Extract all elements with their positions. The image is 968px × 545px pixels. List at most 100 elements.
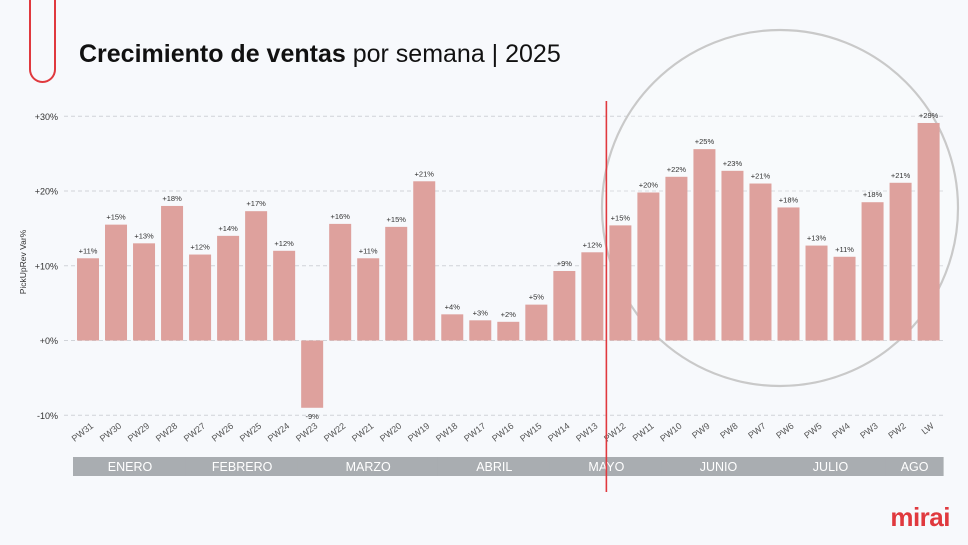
bar: [637, 192, 660, 341]
data-label: +15%: [611, 213, 631, 222]
data-label: +21%: [415, 169, 435, 178]
bar: [385, 226, 408, 341]
bar: [469, 320, 492, 341]
data-label: +18%: [779, 195, 799, 204]
data-label: +13%: [807, 234, 827, 243]
month-label: JULIO: [813, 460, 849, 474]
bar: [917, 122, 940, 341]
months-layer: ENERO FEBRERO MARZO ABRIL MAYO JUNIO JULIO AGO: [73, 457, 944, 476]
page-title: Crecimiento de ventas por semana | 2025: [79, 40, 561, 69]
month-label: ENERO: [108, 460, 153, 474]
x-tick-label: PW20: [378, 421, 403, 444]
month-band: [661, 457, 776, 476]
x-tick-label: PW25: [238, 421, 263, 444]
x-tick-label: PW26: [210, 421, 235, 444]
month-label: MARZO: [346, 460, 391, 474]
x-tick-label: LW: [920, 420, 937, 436]
y-tick-label: +30%: [35, 112, 58, 122]
x-tick-label: PW9: [690, 421, 712, 441]
title-bold: Crecimiento de ventas: [79, 40, 346, 68]
x-tick-label: PW21: [350, 421, 375, 444]
bar: [189, 254, 212, 341]
x-tick-label: PW11: [631, 421, 656, 444]
bar: [889, 182, 912, 341]
y-tick-label: +20%: [35, 187, 58, 197]
data-label: +4%: [445, 302, 461, 311]
data-label: +17%: [246, 199, 266, 208]
bar: [553, 270, 576, 341]
data-label: +13%: [134, 231, 154, 240]
bar: [777, 207, 800, 341]
bar: [329, 223, 352, 341]
month-band: [73, 457, 188, 476]
x-tick-label: PW8: [718, 421, 740, 441]
data-label: +23%: [723, 159, 743, 168]
y-axis-label: PickUpRev Var%: [18, 229, 28, 294]
data-label: +29%: [919, 111, 939, 120]
bars-layer: [77, 122, 940, 408]
x-tick-label: PW27: [182, 421, 207, 444]
bar: [693, 149, 716, 341]
data-label: +12%: [274, 239, 294, 248]
bar: [749, 183, 772, 341]
bar: [665, 176, 688, 341]
bar: [161, 205, 184, 341]
data-label: +3%: [473, 308, 489, 317]
data-label: +15%: [387, 215, 407, 224]
x-tick-label: PW14: [546, 421, 571, 444]
x-tick-label: PW18: [434, 421, 459, 444]
month-label: ABRIL: [476, 460, 512, 474]
data-label: +2%: [501, 310, 517, 319]
data-label: +11%: [359, 246, 378, 255]
x-tick-label: PW19: [406, 421, 431, 444]
data-label: +21%: [891, 171, 911, 180]
bar: [497, 321, 520, 341]
x-tick-label: PW2: [886, 421, 908, 441]
x-tick-label: PW10: [658, 421, 683, 444]
bar: [525, 304, 548, 341]
grid-layer: +30% +20% +10% +0% -10% PickUpRev Var%: [18, 112, 945, 421]
x-tick-label: PW13: [574, 421, 599, 444]
data-label: +16%: [330, 212, 350, 221]
bar: [609, 225, 632, 341]
bar: [245, 211, 268, 341]
month-label: AGO: [901, 460, 929, 474]
month-band: [185, 457, 300, 476]
x-tick-label: PW16: [490, 421, 515, 444]
x-tick-label: PW29: [126, 421, 151, 444]
decorative-bracket: [29, 0, 56, 83]
bar: [805, 245, 828, 341]
month-band: [773, 457, 888, 476]
y-tick-label: +10%: [35, 261, 58, 271]
bar: [413, 181, 436, 341]
bar: [301, 340, 324, 408]
y-tick-label: -10%: [37, 411, 58, 421]
x-tick-label: PW3: [858, 421, 880, 441]
data-label: +22%: [667, 165, 687, 174]
x-tick-label: PW28: [154, 421, 179, 444]
month-band: [297, 457, 440, 476]
x-tick-label: PW22: [322, 421, 347, 444]
data-label: +18%: [863, 190, 883, 199]
month-band: [437, 457, 552, 476]
x-tick-label: PW24: [266, 421, 291, 444]
data-label: +25%: [695, 137, 715, 146]
data-label: +11%: [835, 245, 854, 254]
x-tick-label: PW23: [294, 421, 319, 444]
x-tick-label: PW4: [830, 421, 852, 441]
data-label: +12%: [190, 243, 210, 252]
bar: [833, 256, 856, 341]
x-tick-label: PW5: [802, 421, 824, 441]
bar: [273, 250, 296, 341]
bar: [441, 314, 464, 341]
bar: [357, 258, 380, 341]
y-tick-label: +0%: [40, 336, 58, 346]
data-label: +20%: [639, 180, 659, 189]
data-label: +18%: [162, 194, 182, 203]
month-band: [885, 457, 944, 476]
bar: [861, 202, 884, 341]
data-label: +9%: [557, 259, 573, 268]
data-label: +14%: [218, 224, 238, 233]
bar: [133, 243, 156, 341]
